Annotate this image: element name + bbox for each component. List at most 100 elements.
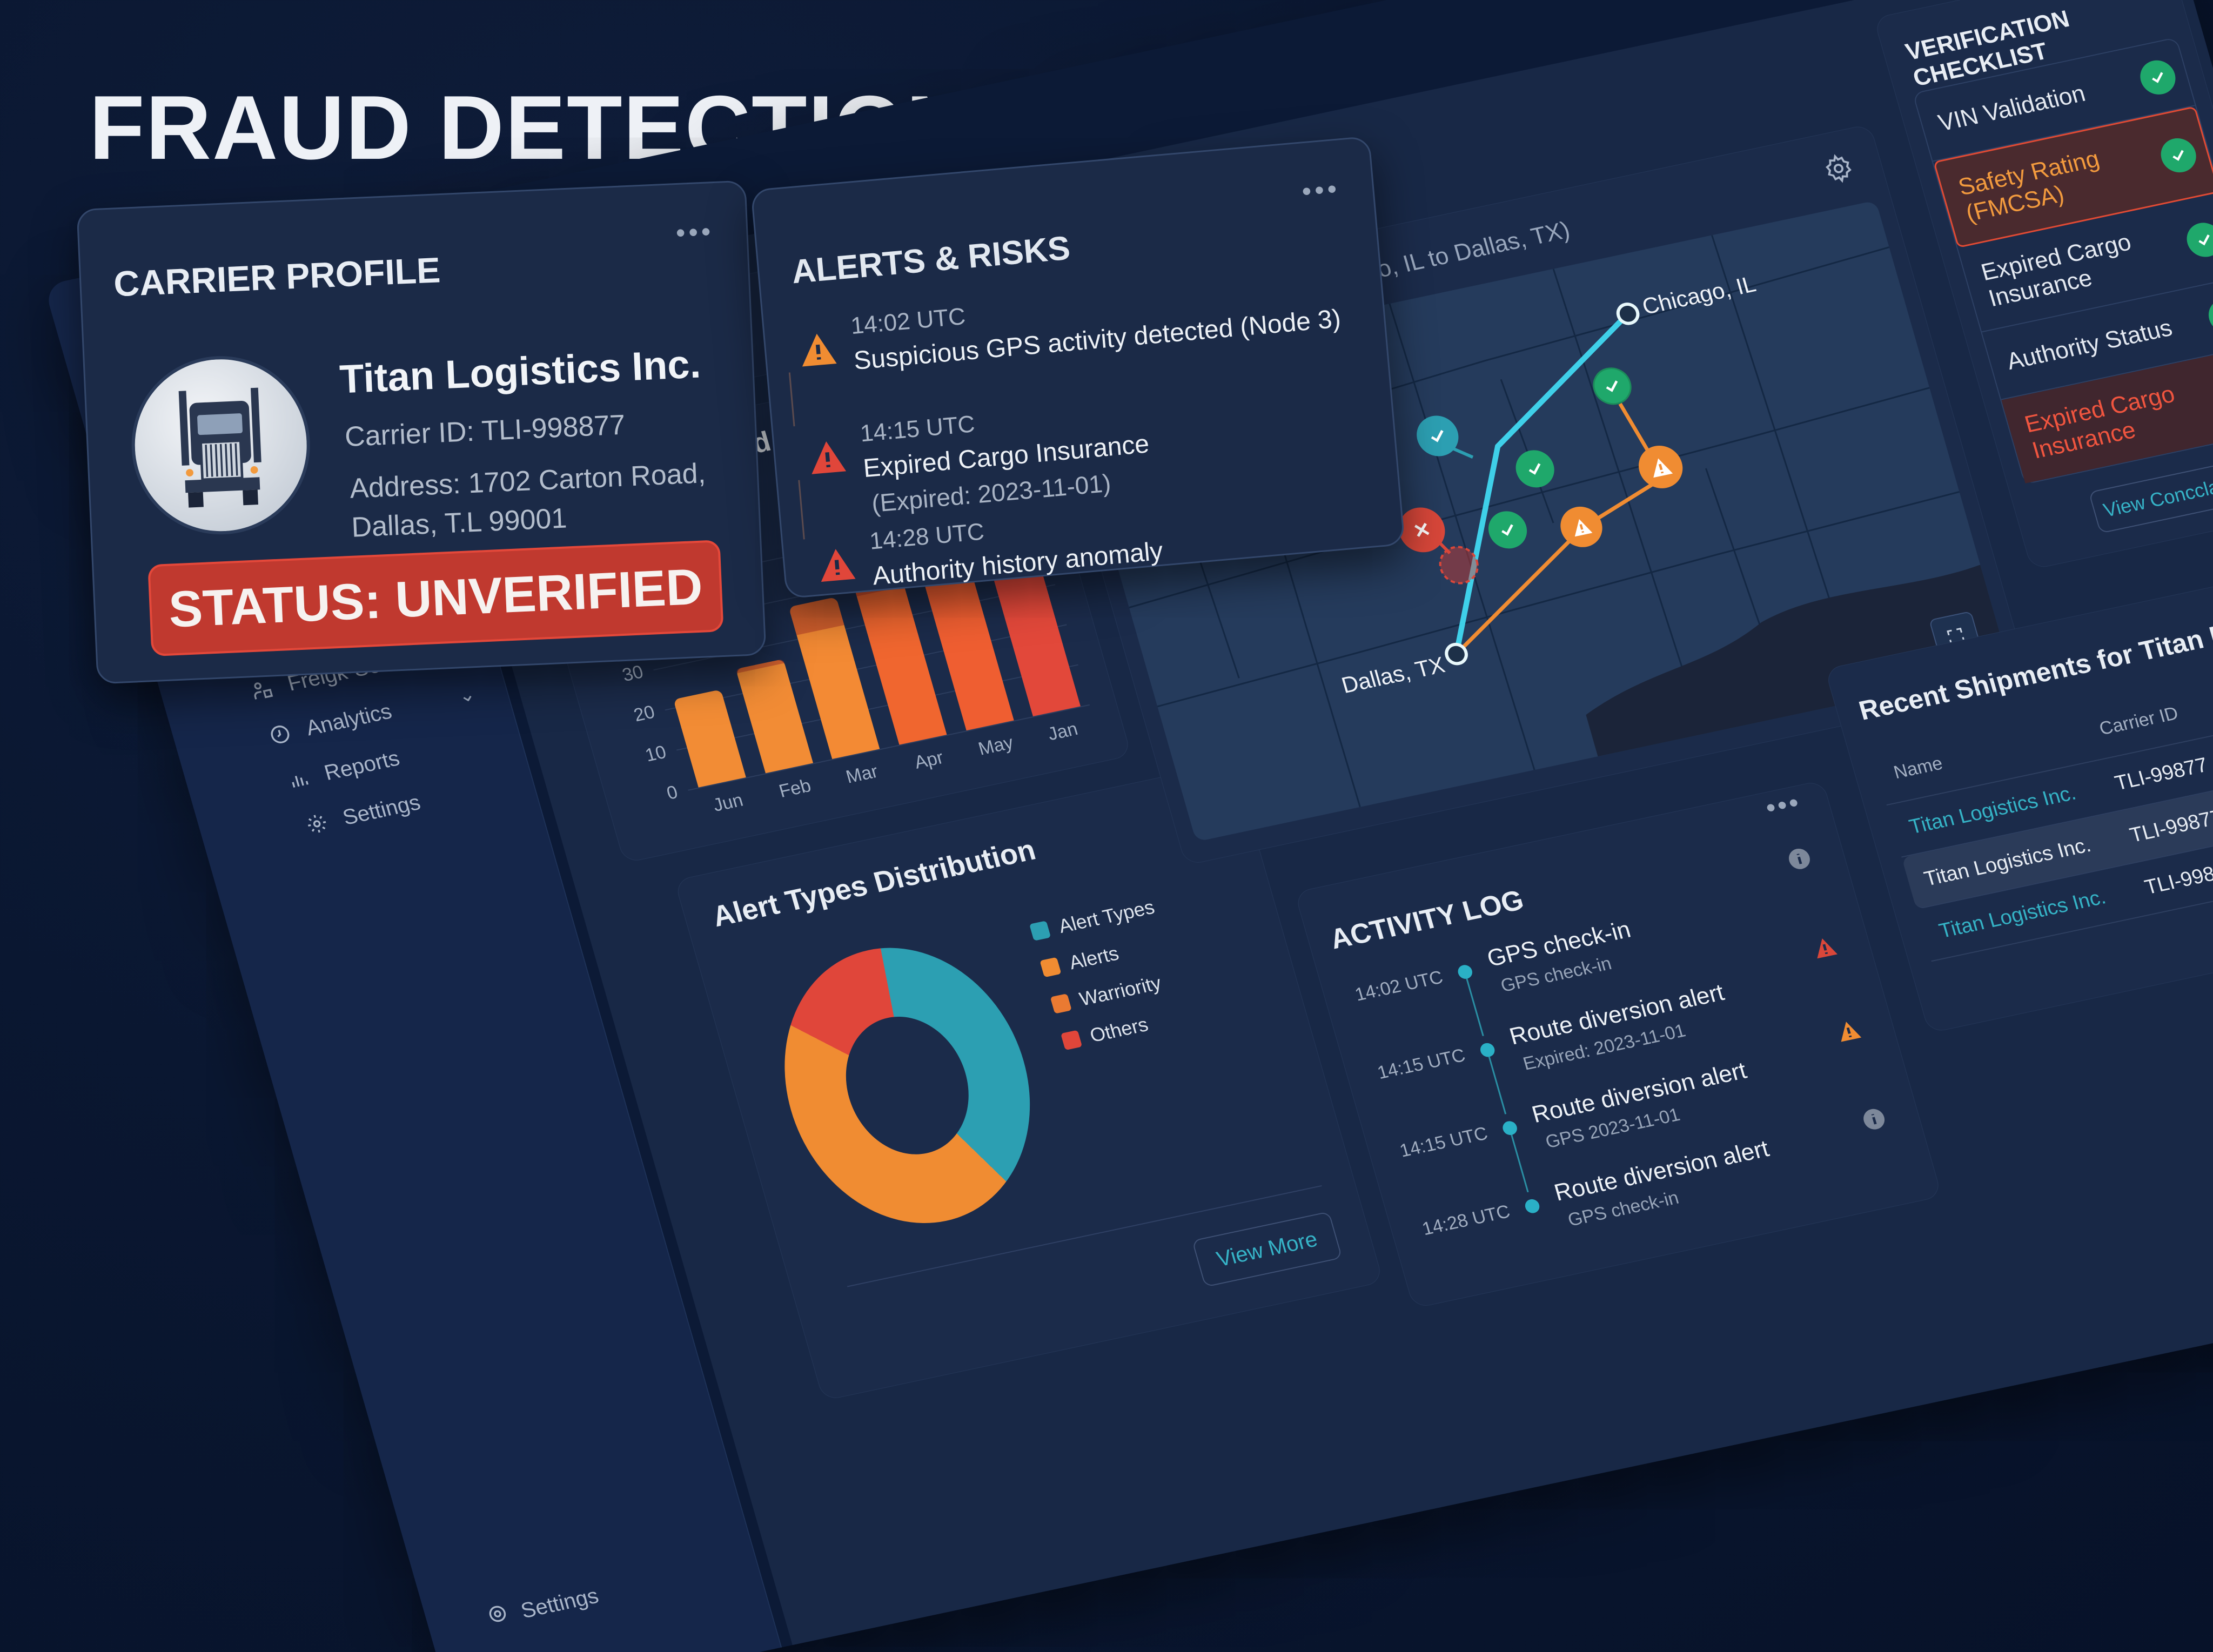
alerts-risks-title: ALERTS & RISKS: [790, 229, 1072, 291]
route-map[interactable]: + − Chicago, IL Dallas, TX: [1062, 200, 2010, 842]
verification-item-cargo-insurance[interactable]: Expired Cargo Insurance: [1957, 192, 2213, 333]
legend-label: Warriority: [1077, 971, 1164, 1010]
sidebar-item-reports[interactable]: Reports: [238, 714, 505, 814]
legend-item[interactable]: Warriority: [1049, 969, 1178, 1017]
timeline-dot: [1478, 1042, 1497, 1058]
warning-triangle-icon: [816, 546, 858, 586]
map-fullscreen-button[interactable]: [1928, 610, 1983, 662]
bar-chart-icon: [284, 765, 313, 793]
search-icon[interactable]: [1701, 0, 1741, 9]
more-horizontal-icon[interactable]: •••: [675, 216, 715, 249]
carrier-id: Carrier ID: TLI-998877: [344, 409, 626, 453]
gear-icon[interactable]: [1820, 151, 1859, 189]
warning-triangle-icon: [807, 438, 849, 479]
bar[interactable]: [673, 689, 746, 788]
info-icon[interactable]: [1859, 1105, 1890, 1137]
warning-marker[interactable]: [1555, 502, 1607, 551]
map-svg: [1091, 234, 2010, 808]
activity-log-panel: ••• ACTIVITY LOG 14:02 UTC GPS check-in …: [1294, 780, 1942, 1309]
activity-item: 14:15 UTC Route diversion alert Expired:…: [1364, 938, 1872, 1133]
check-icon: [1431, 429, 1444, 442]
timeline-line: [1466, 978, 1484, 1037]
carrier-name: Titan Logistics Inc.: [338, 341, 702, 402]
x-tick-label: May: [976, 732, 1016, 760]
timeline-dot: [1456, 963, 1474, 981]
y-tick-label: 30: [620, 661, 646, 686]
x-icon: [1414, 522, 1430, 537]
sidebar-item-label: Settings: [340, 790, 423, 830]
carrier-profile-card: CARRIER PROFILE ••• Titan Logistics Inc.…: [76, 180, 767, 684]
checkpoint-marker-info[interactable]: [1412, 412, 1464, 460]
warning-triangle-red-icon: [1809, 933, 1841, 965]
donut-hole: [829, 1005, 985, 1166]
clock-icon: [265, 721, 295, 749]
status-badge: STATUS: UNVERIFIED: [147, 540, 724, 657]
carrier-profile-title: CARRIER PROFILE: [112, 250, 441, 304]
sidebar-bottom-label: Settings: [518, 1583, 601, 1623]
fullscreen-icon: [1947, 627, 1966, 645]
timeline-line: [788, 372, 795, 427]
legend-swatch: [1061, 1030, 1083, 1051]
activity-time: 14:15 UTC: [1375, 1045, 1468, 1084]
checkpoint-marker[interactable]: [1511, 446, 1559, 491]
legend-swatch: [1040, 957, 1062, 978]
sidebar-item-settings[interactable]: Settings: [251, 760, 518, 859]
gear-icon: [484, 1601, 513, 1631]
y-tick-label: 0: [664, 782, 680, 804]
legend-swatch: [1050, 993, 1072, 1014]
legend-item[interactable]: Alerts: [1039, 932, 1168, 980]
check-icon: [1501, 524, 1513, 536]
view-more-button[interactable]: View More: [1191, 1211, 1343, 1287]
sidebar-item-freight-settings[interactable]: Freigk·Setttings ⌄: [212, 622, 479, 722]
sidebar-settings-bottom[interactable]: Settings: [484, 1582, 602, 1632]
column-header-carrier-id[interactable]: Carrier ID: [2097, 702, 2181, 739]
activity-time: 14:15 UTC: [1397, 1123, 1490, 1161]
y-tick-label: 20: [631, 701, 658, 726]
verification-item-vin[interactable]: VIN Validation: [1913, 38, 2196, 162]
view-conclusion-button[interactable]: View Concclasion: [2088, 456, 2213, 534]
x-tick-label: Mar: [843, 761, 881, 788]
carrier-address: Address: 1702 Carton Road, Dallas, T.L 9…: [349, 453, 730, 547]
warning-marker[interactable]: [1633, 441, 1688, 493]
x-tick-label: Apr: [912, 747, 946, 773]
alerts-risks-card: ALERTS & RISKS ••• 14:02 UTC Suspicious …: [750, 136, 1405, 599]
timeline-line: [1488, 1056, 1507, 1114]
activity-time: 14:28 UTC: [1419, 1201, 1513, 1240]
more-horizontal-icon[interactable]: •••: [1300, 173, 1342, 207]
activity-time: 14:02 UTC: [1352, 966, 1445, 1005]
alert-time: 14:15 UTC: [859, 411, 976, 447]
legend-item[interactable]: Others: [1060, 1005, 1189, 1053]
checkpoint-marker[interactable]: [1484, 507, 1532, 552]
alert-types-legend: Alert Types Alerts Warriority Others: [1029, 896, 1193, 1067]
more-horizontal-icon[interactable]: •••: [1762, 787, 1805, 823]
verification-item-label: Authority Status: [2003, 314, 2175, 375]
x-tick-label: Jan: [1045, 718, 1081, 745]
sidebar-item-label: Reports: [321, 746, 403, 785]
alert-item[interactable]: 14:02 UTC Suspicious GPS activity detect…: [796, 269, 1363, 399]
activity-item: 14:15 UTC Route diversion alert GPS 2023…: [1386, 1022, 1895, 1211]
check-circle-icon: [2136, 57, 2180, 98]
x-tick-label: Jun: [710, 789, 746, 816]
verification-item-safety-rating[interactable]: Safety Rating (FMCSA): [1933, 106, 2213, 249]
info-icon[interactable]: [1784, 844, 1816, 876]
sidebar-item-analytics[interactable]: Analytics ⌄: [225, 668, 492, 768]
timeline-line: [1511, 1134, 1529, 1193]
alert-time: 14:02 UTC: [849, 303, 967, 340]
x-tick-label: Feb: [776, 775, 814, 802]
check-icon: [1528, 463, 1541, 475]
sidebar-item-label: Analytics: [303, 699, 394, 740]
check-icon: [1606, 380, 1618, 392]
live-shipment-panel: Live Shipment (Route: Chicago, IL to Dal…: [1024, 123, 2031, 866]
checkpoint-marker[interactable]: [1588, 364, 1636, 408]
legend-label: Others: [1087, 1013, 1151, 1047]
warning-triangle-icon: [1653, 458, 1673, 478]
bar[interactable]: [735, 659, 813, 774]
legend-item[interactable]: Alert Types: [1029, 896, 1157, 944]
failed-checkpoint-marker[interactable]: [1393, 503, 1451, 557]
alert-item[interactable]: 14:28 UTC Authority history anomaly: [815, 484, 1382, 614]
check-circle-icon: [2204, 296, 2213, 337]
activity-list: 14:02 UTC GPS check-in GPS check-in 14:1…: [1342, 848, 1917, 1289]
semi-truck-icon: [178, 387, 261, 508]
alert-item[interactable]: 14:15 UTC Expired Cargo Insurance (Expir…: [805, 377, 1374, 539]
gear-icon: [302, 810, 332, 838]
